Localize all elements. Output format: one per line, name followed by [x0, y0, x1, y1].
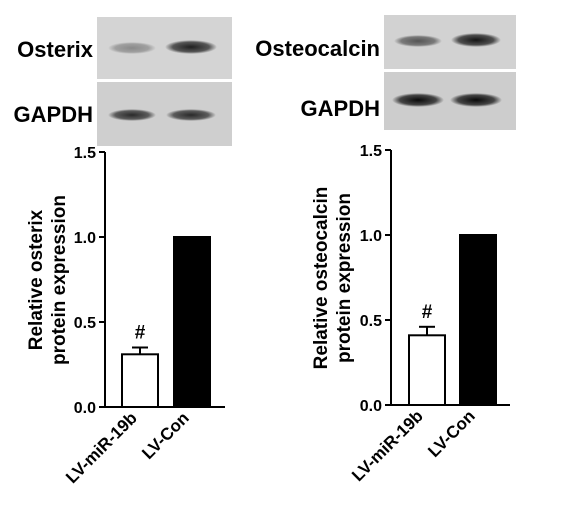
- band-gapdh-left-lv-mir19b: [108, 109, 156, 121]
- bar-lv-mir-19b: [408, 334, 446, 406]
- band-osteocalcin-lv-con: [451, 33, 501, 47]
- x-category-label: LV-Con: [424, 406, 479, 461]
- band-osterix-lv-con: [165, 40, 217, 54]
- band-osterix-lv-mir19b: [108, 42, 156, 54]
- significance-marker: #: [135, 323, 146, 344]
- bar-chart-osteocalcin: Relative osteocalcin protein expression …: [311, 143, 510, 485]
- bar-lv-con: [173, 236, 211, 408]
- band-gapdh-right-lv-mir19b: [392, 93, 444, 107]
- blot-panel-right: Osteocalcin GAPDH: [255, 15, 516, 130]
- blot-label-gapdh-right: GAPDH: [301, 96, 380, 121]
- y-tick-label: 1.5: [360, 143, 382, 160]
- x-category-label: LV-miR-19b: [348, 406, 427, 485]
- blot-panel-left: Osterix GAPDH: [14, 17, 232, 146]
- bar-lv-con: [459, 234, 497, 406]
- significance-marker: #: [422, 302, 433, 323]
- y-tick-label: 1.0: [74, 230, 96, 247]
- bar-lv-mir-19b: [121, 353, 159, 408]
- y-tick-label: 1.0: [360, 228, 382, 245]
- y-tick-label: 1.5: [74, 145, 96, 162]
- y-tick-label: 0.0: [74, 400, 96, 417]
- y-tick-label: 0.0: [360, 398, 382, 415]
- x-category-label: LV-Con: [138, 408, 193, 463]
- x-category-label: LV-miR-19b: [62, 408, 141, 487]
- band-osteocalcin-lv-mir19b: [394, 35, 442, 47]
- y-tick-label: 0.5: [360, 313, 382, 330]
- y-tick-label: 0.5: [74, 315, 96, 332]
- blot-label-gapdh-left: GAPDH: [14, 102, 93, 127]
- band-gapdh-left-lv-con: [166, 109, 216, 121]
- y-axis-label-line1: Relative osteocalcin: [311, 187, 332, 370]
- blot-label-osterix: Osterix: [17, 37, 94, 62]
- y-axis-label-line1: Relative osterix: [26, 209, 47, 350]
- bar-chart-osterix: Relative osterix protein expression 0.0 0…: [26, 145, 225, 487]
- blot-label-osteocalcin: Osteocalcin: [255, 36, 380, 61]
- y-axis-label-line2: protein expression: [334, 193, 355, 363]
- y-axis-label-line2: protein expression: [49, 195, 70, 365]
- band-gapdh-right-lv-con: [450, 93, 502, 107]
